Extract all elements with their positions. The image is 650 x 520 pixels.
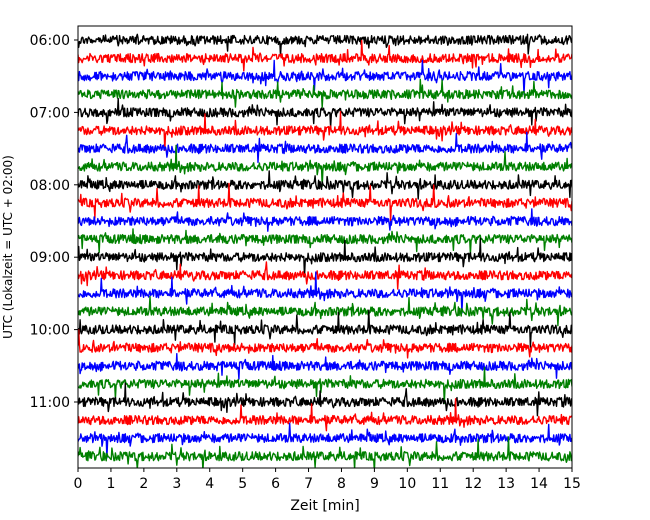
traces-group: [78, 33, 572, 468]
trace-line: [78, 436, 572, 468]
plot-frame: [77, 25, 573, 469]
x-tick-label: 6: [271, 476, 280, 492]
trace-line: [78, 131, 572, 163]
trace-line: [78, 295, 572, 327]
x-axis-ticks: 0 1 2 3 4 5 6 7 8 9 10 11 12 13 14 15: [74, 468, 581, 492]
trace-line: [78, 398, 572, 432]
trace-line: [78, 97, 572, 129]
x-tick-label: 15: [563, 476, 581, 492]
x-tick-label: 5: [238, 476, 247, 492]
trace-line: [78, 261, 572, 290]
y-tick-label: 09:00: [30, 250, 70, 266]
trace-line: [78, 144, 572, 187]
y-tick-label: 07:00: [30, 105, 70, 121]
trace-line: [78, 382, 572, 417]
trace-line: [78, 39, 572, 72]
trace-line: [78, 353, 572, 380]
x-tick-label: 4: [205, 476, 214, 492]
x-tick-label: 10: [398, 476, 416, 492]
y-tick-label: 11:00: [30, 395, 70, 411]
x-tick-label: 3: [172, 476, 181, 492]
y-tick-label: 10:00: [30, 323, 70, 339]
trace-line: [78, 329, 572, 359]
trace-line: [78, 309, 572, 348]
x-tick-label: 0: [74, 476, 83, 492]
trace-line: [78, 182, 572, 222]
x-tick-label: 9: [370, 476, 379, 492]
trace-line: [78, 33, 572, 57]
x-tick-label: 7: [304, 476, 313, 492]
trace-line: [78, 78, 572, 109]
x-tick-label: 8: [337, 476, 346, 492]
x-tick-label: 13: [497, 476, 515, 492]
x-tick-label: 12: [464, 476, 482, 492]
trace-line: [78, 271, 572, 314]
y-axis-ticks: 06:00 07:00 08:00 09:00 10:00 11:00: [30, 33, 78, 411]
trace-line: [78, 228, 572, 255]
y-tick-label: 06:00: [30, 33, 70, 49]
plot-background: [78, 26, 572, 468]
trace-line: [78, 110, 572, 151]
x-tick-label: 11: [431, 476, 449, 492]
y-axis-label: UTC (Lokalzeit = UTC + 02:00): [1, 155, 15, 339]
trace-line: [78, 366, 572, 405]
x-tick-label: 14: [530, 476, 548, 492]
trace-line: [78, 59, 572, 96]
trace-line: [78, 208, 572, 232]
trace-line: [78, 422, 572, 459]
x-axis-label: Zeit [min]: [290, 498, 359, 514]
trace-line: [78, 170, 572, 200]
y-tick-label: 08:00: [30, 178, 70, 194]
trace-line: [78, 237, 572, 278]
x-tick-label: 1: [106, 476, 115, 492]
x-tick-label: 2: [139, 476, 148, 492]
